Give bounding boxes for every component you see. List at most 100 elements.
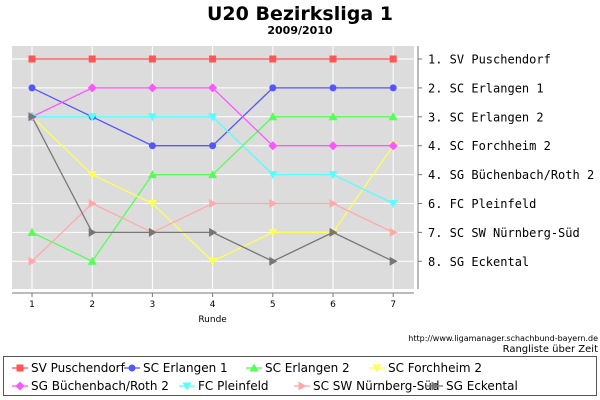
data-point [147, 200, 157, 208]
data-point [268, 171, 278, 180]
chart-note: Rangliste über Zeit [502, 344, 598, 355]
data-point [328, 171, 338, 180]
line-chart: 1 2 3 4 5 6 7 Runde 1. SV Puschendorf 2. SC Erlan… [12, 46, 594, 325]
legend-swatch [12, 364, 28, 372]
data-point [269, 199, 278, 208]
data-point [148, 227, 157, 237]
data-point [208, 257, 218, 266]
data-point [268, 228, 278, 237]
chart-subtitle: 2009/2010 [267, 24, 333, 37]
chart-title: U20 Bezirksliga 1 [206, 3, 394, 25]
legend-label: SC Erlangen 2 [265, 361, 350, 375]
data-point [268, 141, 278, 151]
data-point [269, 256, 278, 266]
legend-marker [16, 364, 24, 372]
data-point [209, 227, 218, 237]
legend-marker [431, 381, 440, 391]
x-tick-label: 1 [29, 300, 35, 310]
rank-label: 4. SC Forchheim 2 [428, 139, 551, 153]
data-point [147, 113, 157, 122]
legend-label: SV Puschendorf [31, 361, 125, 375]
legend-item: FC Pleinfeld [179, 378, 269, 394]
data-point [329, 55, 337, 63]
rank-label: 2. SC Erlangen 1 [428, 81, 544, 95]
data-point [389, 55, 397, 63]
data-point [209, 199, 218, 208]
data-point [88, 199, 97, 208]
data-point [389, 84, 397, 92]
data-point [328, 112, 338, 121]
legend-marker [372, 364, 382, 373]
legend-swatch [427, 381, 443, 391]
data-point [87, 256, 97, 265]
x-tick-label: 2 [89, 300, 95, 310]
rank-label: 1. SV Puschendorf [428, 53, 551, 67]
legend-swatch [369, 364, 385, 373]
data-point [268, 112, 278, 121]
legend-item: SC Erlangen 2 [246, 360, 350, 376]
data-point [389, 256, 398, 266]
legend-marker [15, 381, 25, 391]
rank-label: 4. SG Büchenbach/Roth 2 [428, 168, 594, 182]
legend-swatch [179, 382, 195, 391]
data-point [329, 84, 337, 92]
data-point [209, 55, 217, 63]
x-tick-label: 5 [270, 300, 276, 310]
legend-label: SG Eckental [446, 379, 518, 393]
x-tick-label: 4 [210, 300, 216, 310]
data-point [389, 227, 398, 237]
data-point [27, 227, 37, 236]
data-point [28, 256, 37, 266]
data-point [388, 200, 398, 208]
legend-label: SG Büchenbach/Roth 2 [31, 379, 169, 393]
legend-item: SC Forchheim 2 [369, 360, 482, 376]
data-point [388, 141, 398, 151]
data-point [28, 55, 36, 63]
legend-item: SC Erlangen 1 [124, 360, 228, 376]
legend-marker [249, 363, 259, 372]
data-point [329, 227, 338, 237]
legend-item: SC SW Nürnberg-Süd [294, 378, 440, 394]
legend-item: SG Büchenbach/Roth 2 [12, 378, 169, 394]
data-point [148, 142, 156, 150]
data-point [87, 113, 97, 122]
legend-label: SC Forchheim 2 [388, 361, 482, 375]
data-point [209, 142, 217, 150]
data-point [87, 83, 97, 93]
data-point [88, 55, 96, 63]
data-point [28, 112, 37, 122]
legend-label: SC Erlangen 1 [143, 361, 228, 375]
x-tick-label: 7 [390, 300, 396, 310]
data-point [28, 84, 36, 92]
legend-item: SG Eckental [427, 378, 518, 394]
data-point [208, 170, 218, 179]
data-point [148, 55, 156, 63]
legend-label: SC SW Nürnberg-Süd [313, 379, 440, 393]
data-point [329, 199, 338, 208]
data-point [328, 141, 338, 151]
legend-marker [182, 382, 192, 391]
x-axis-label: Runde [198, 315, 227, 325]
rank-label: 3. SC Erlangen 2 [428, 110, 544, 124]
legend-swatch [12, 381, 28, 391]
legend-swatch [246, 363, 262, 372]
legend: SV Puschendorf SC Erlangen 1 SC Erlangen 2… [3, 356, 597, 396]
data-point [88, 227, 97, 237]
source-url: http://www.ligamanager.schachbund-bayern… [408, 334, 598, 343]
rank-label: 7. SC SW Nürnberg-Süd [428, 226, 580, 240]
data-point [208, 113, 218, 122]
data-point [147, 170, 157, 179]
x-tick-label: 3 [150, 300, 156, 310]
legend-marker [298, 381, 307, 391]
legend-label: FC Pleinfeld [198, 379, 269, 393]
data-point [269, 55, 277, 63]
legend-marker [128, 364, 136, 372]
data-point [269, 84, 277, 92]
data-point [388, 112, 398, 121]
legend-swatch [124, 364, 140, 372]
legend-item: SV Puschendorf [12, 360, 125, 376]
rank-label: 8. SG Eckental [428, 255, 529, 269]
x-tick-label: 6 [330, 300, 336, 310]
data-point [208, 83, 218, 93]
data-point [87, 171, 97, 180]
